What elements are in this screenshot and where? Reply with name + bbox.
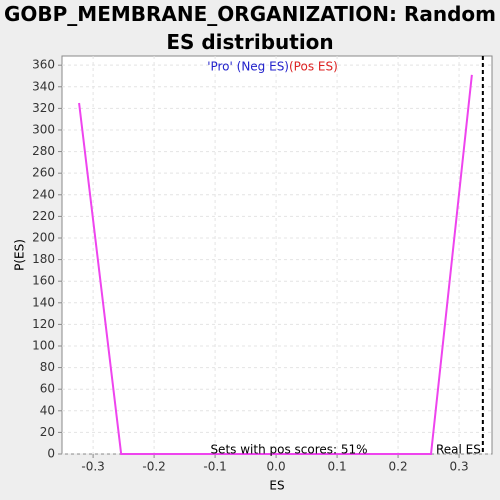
annotation: Sets with pos scores: 51%: [210, 443, 367, 457]
x-tick-label: 0.3: [450, 460, 469, 474]
y-tick-label: 220: [32, 209, 55, 223]
y-tick-label: 80: [40, 360, 55, 374]
x-tick-label: 0.2: [389, 460, 408, 474]
x-tick-label: -0.1: [203, 460, 226, 474]
y-tick-label: 0: [47, 447, 55, 461]
real-es-label: Real ES: [436, 443, 481, 457]
y-tick-label: 160: [32, 274, 55, 288]
y-tick-label: 140: [32, 295, 55, 309]
x-axis-label: ES: [269, 479, 284, 493]
legend-neg: 'Pro' (Neg ES): [207, 60, 289, 74]
y-tick-label: 340: [32, 79, 55, 93]
line: [78, 74, 473, 455]
y-tick-label: 200: [32, 230, 55, 244]
y-tick-label: 320: [32, 101, 55, 115]
plot-area: [61, 55, 493, 455]
x-tick-label: 0.0: [267, 460, 286, 474]
y-tick-label: 40: [40, 403, 55, 417]
x-tick-label: -0.2: [142, 460, 165, 474]
y-tick-label: 100: [32, 338, 55, 352]
y-tick-label: 180: [32, 252, 55, 266]
y-tick-label: 280: [32, 144, 55, 158]
chart-title: GOBP_MEMBRANE_ORGANIZATION: Random ES di…: [3, 2, 497, 54]
legend-pos: (Pos ES): [289, 60, 338, 74]
y-axis-label: P(ES): [13, 239, 27, 271]
y-tick-label: 360: [32, 58, 55, 72]
x-tick-label: 0.1: [328, 460, 347, 474]
y-tick-label: 300: [32, 122, 55, 136]
x-tick-label: -0.3: [81, 460, 104, 474]
y-tick-label: 20: [40, 425, 55, 439]
y-tick-label: 60: [40, 382, 55, 396]
y-tick-label: 260: [32, 166, 55, 180]
y-tick-label: 120: [32, 317, 55, 331]
y-tick-label: 240: [32, 187, 55, 201]
